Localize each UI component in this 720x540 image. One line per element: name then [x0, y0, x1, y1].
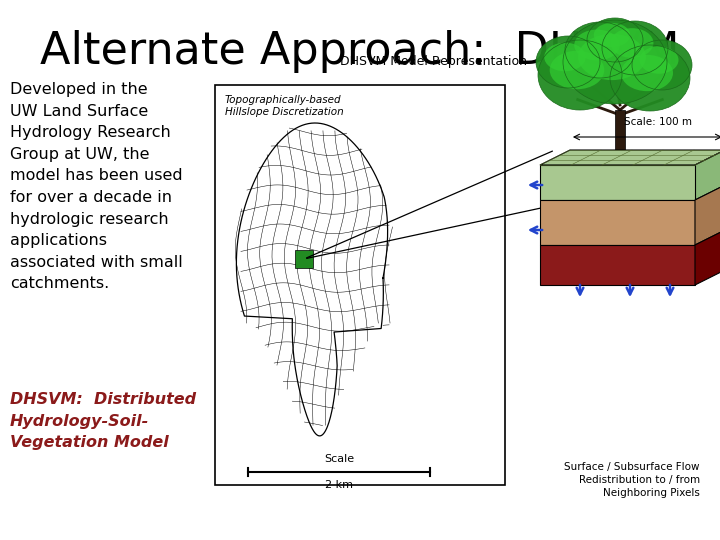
Text: Alternate Approach:  DHSVM: Alternate Approach: DHSVM [40, 30, 680, 73]
Text: Scale: 100 m: Scale: 100 m [624, 117, 691, 127]
Ellipse shape [536, 36, 600, 88]
Ellipse shape [549, 51, 604, 89]
Polygon shape [540, 165, 695, 200]
Ellipse shape [538, 40, 622, 110]
Ellipse shape [610, 45, 690, 111]
Ellipse shape [639, 46, 678, 74]
Text: 2 km: 2 km [325, 480, 353, 490]
Polygon shape [236, 123, 387, 436]
Ellipse shape [578, 34, 646, 80]
Ellipse shape [544, 43, 586, 71]
Polygon shape [695, 185, 720, 245]
Ellipse shape [563, 20, 667, 104]
Polygon shape [540, 150, 720, 165]
Text: Developed in the
UW Land Surface
Hydrology Research
Group at UW, the
model has b: Developed in the UW Land Surface Hydrolo… [10, 82, 183, 292]
Text: Topographically-based
Hillslope Discretization: Topographically-based Hillslope Discreti… [225, 95, 343, 117]
Polygon shape [695, 150, 720, 200]
Polygon shape [540, 200, 695, 245]
Ellipse shape [602, 21, 668, 75]
Ellipse shape [587, 18, 643, 62]
Text: Surface / Subsurface Flow
Redistribution to / from
Neighboring Pixels: Surface / Subsurface Flow Redistribution… [564, 462, 700, 498]
Text: DHSVM:  Distributed
Hydrology-Soil-
Vegetation Model: DHSVM: Distributed Hydrology-Soil- Veget… [10, 392, 196, 450]
Bar [295, 250, 313, 268]
Ellipse shape [621, 55, 673, 91]
Ellipse shape [565, 22, 635, 78]
Text: DHSVM Model Representation: DHSVM Model Representation [340, 55, 527, 68]
Ellipse shape [575, 30, 620, 60]
Ellipse shape [611, 28, 654, 58]
Polygon shape [695, 230, 720, 285]
Bar [215, 85, 505, 485]
Ellipse shape [594, 23, 630, 47]
Polygon shape [540, 245, 695, 285]
Text: Scale: Scale [324, 454, 354, 464]
Ellipse shape [632, 40, 692, 90]
Bar [615, 110, 625, 170]
